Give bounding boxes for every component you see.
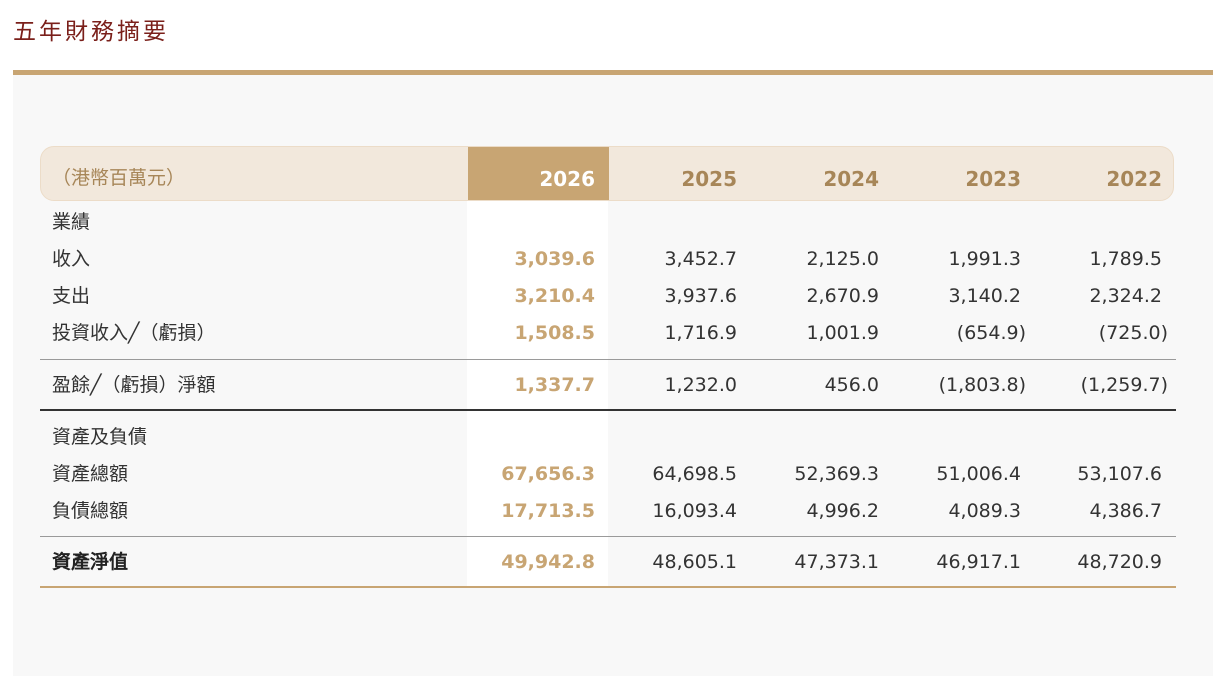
page-title: 五年財務摘要	[13, 19, 169, 45]
table-cell: 67,656.3	[501, 463, 595, 485]
row-label-expenditure: 支出	[52, 285, 91, 307]
table-cell: (1,803.8)	[938, 374, 1026, 396]
row-label-total-liabilities: 負債總額	[52, 500, 129, 522]
table-cell: (1,259.7)	[1080, 374, 1168, 396]
row-label-investment: 投資收入╱（虧損）	[52, 322, 216, 344]
row-label-net-assets: 資產淨值	[52, 551, 129, 573]
row-divider	[40, 359, 1176, 360]
table-cell: 1,001.9	[806, 322, 879, 344]
table-cell: 64,698.5	[652, 463, 737, 485]
table-cell: 2,125.0	[806, 248, 879, 270]
table-cell: 2,670.9	[806, 285, 879, 307]
table-cell: 1,789.5	[1089, 248, 1162, 270]
year-header-2023: 2023	[965, 167, 1021, 191]
table-bottom-rule	[40, 586, 1176, 588]
table-cell: 1,991.3	[948, 248, 1021, 270]
table-cell: 3,039.6	[514, 248, 595, 270]
table-cell: 1,716.9	[664, 322, 737, 344]
current-year-header-highlight	[468, 147, 609, 200]
table-cell: 3,140.2	[948, 285, 1021, 307]
section-results-heading: 業績	[52, 211, 91, 233]
row-label-income: 收入	[52, 248, 91, 270]
table-cell: 456.0	[824, 374, 879, 396]
table-cell: 4,386.7	[1089, 500, 1162, 522]
row-label-surplus: 盈餘╱（虧損）淨額	[52, 374, 216, 396]
title-divider	[13, 70, 1213, 75]
table-cell: 49,942.8	[501, 551, 595, 573]
table-cell: 3,937.6	[664, 285, 737, 307]
section-divider	[40, 409, 1176, 411]
table-cell: 47,373.1	[794, 551, 879, 573]
table-cell: 3,210.4	[514, 285, 595, 307]
table-cell: 48,720.9	[1077, 551, 1162, 573]
table-cell: (654.9)	[956, 322, 1026, 344]
table-cell: 1,337.7	[514, 374, 595, 396]
section-assets-heading: 資產及負債	[52, 426, 148, 448]
table-cell: 4,996.2	[806, 500, 879, 522]
year-header-2026: 2026	[539, 167, 595, 191]
table-cell: 4,089.3	[948, 500, 1021, 522]
table-cell: 51,006.4	[936, 463, 1021, 485]
table-cell: (725.0)	[1098, 322, 1168, 344]
table-cell: 1,232.0	[664, 374, 737, 396]
table-cell: 48,605.1	[652, 551, 737, 573]
current-year-column-highlight	[467, 201, 608, 588]
unit-label: （港幣百萬元）	[52, 167, 186, 189]
row-divider	[40, 536, 1176, 537]
table-cell: 46,917.1	[936, 551, 1021, 573]
table-cell: 53,107.6	[1077, 463, 1162, 485]
year-header-2022: 2022	[1106, 167, 1162, 191]
table-cell: 2,324.2	[1089, 285, 1162, 307]
table-cell: 52,369.3	[794, 463, 879, 485]
year-header-2024: 2024	[823, 167, 879, 191]
table-cell: 3,452.7	[664, 248, 737, 270]
row-label-total-assets: 資產總額	[52, 463, 129, 485]
table-header	[40, 146, 1174, 201]
table-cell: 16,093.4	[652, 500, 737, 522]
table-cell: 1,508.5	[514, 322, 595, 344]
table-cell: 17,713.5	[501, 500, 595, 522]
year-header-2025: 2025	[681, 167, 737, 191]
